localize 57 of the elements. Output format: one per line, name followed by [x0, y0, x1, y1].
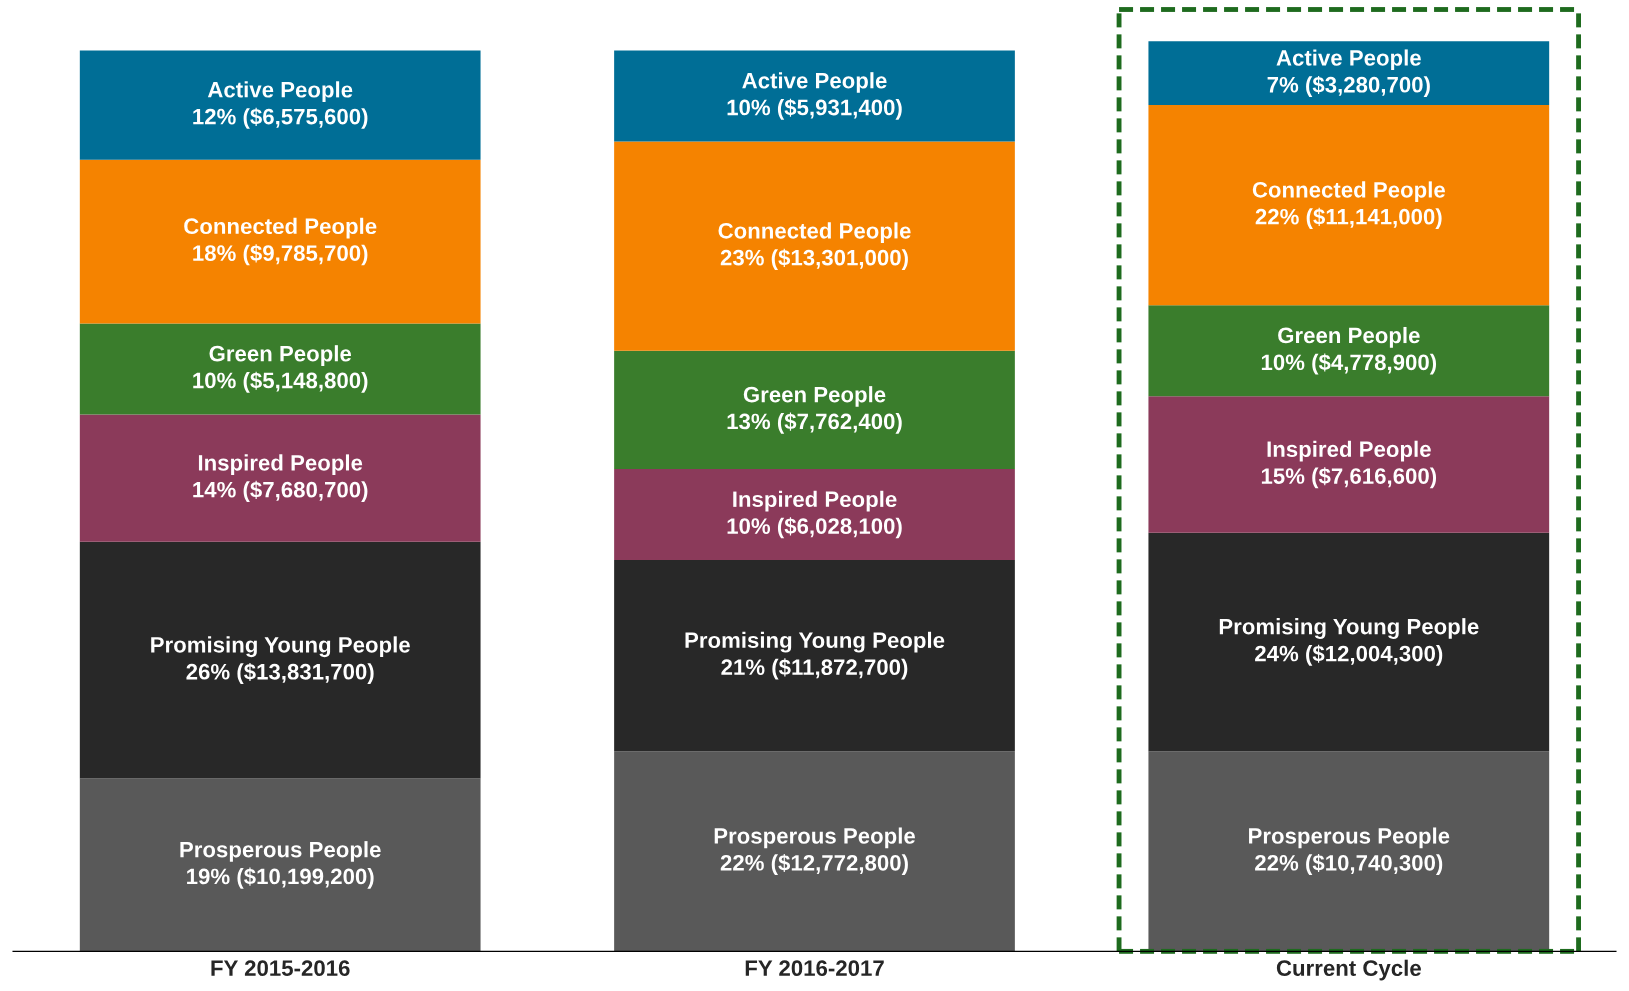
data-label: 10% ($5,148,800) — [193, 371, 368, 393]
bar — [1148, 396, 1550, 533]
series-label: Connected People — [184, 217, 377, 239]
data-label: 13% ($7,762,400) — [727, 412, 902, 434]
data-label: 22% ($12,772,800) — [720, 853, 908, 876]
text: Promising Young People — [685, 631, 945, 653]
bar — [1148, 105, 1550, 306]
series-label: Green People — [1278, 326, 1420, 348]
x-tick-label: FY 2015-2016 — [211, 960, 350, 977]
bar — [614, 751, 1015, 952]
data-label: 24% ($12,004,300) — [1255, 644, 1443, 666]
data-label: 12% ($6,575,600) — [193, 107, 368, 129]
data-label: 18% ($9,785,700) — [193, 244, 368, 266]
series-label: Promising Young People — [151, 636, 410, 658]
data-label: 10% ($4,778,900) — [1261, 353, 1437, 375]
series-label: Prosperous People — [180, 841, 381, 862]
bar — [79, 541, 481, 779]
series-label: Active People — [1276, 49, 1421, 71]
x-tick-label: FY 2016-2017 — [745, 960, 884, 977]
bar — [1148, 532, 1550, 752]
bar — [1148, 751, 1550, 952]
text: Connected People — [1252, 181, 1445, 203]
bar — [614, 469, 1015, 561]
data-label: 10% ($5,931,400) — [727, 98, 902, 120]
data-label: 23% ($13,301,000) — [720, 248, 908, 270]
text: Prosperous People — [714, 827, 916, 849]
bar — [1148, 41, 1550, 106]
data-label: 14% ($7,680,700) — [193, 480, 368, 502]
bar — [79, 414, 481, 542]
bar — [79, 778, 481, 952]
bar — [614, 560, 1015, 752]
bar — [79, 159, 481, 324]
data-label: 10% ($6,028,100) — [727, 517, 902, 539]
bar — [79, 323, 481, 415]
bar — [614, 350, 1015, 470]
text: Active People — [207, 81, 353, 102]
data-label: 15% ($7,616,600) — [1261, 467, 1437, 489]
bar — [1148, 305, 1550, 397]
text: Promising Young People — [1219, 618, 1479, 639]
data-label: 22% ($10,740,300) — [1255, 853, 1443, 876]
series-label: Inspired People — [733, 490, 897, 512]
data-label: 26% ($13,831,700) — [186, 662, 374, 684]
text: Green People — [743, 386, 886, 407]
text: Inspired People — [198, 454, 363, 476]
text: Connected People — [718, 222, 911, 244]
data-label: 7% ($3,280,700) — [1267, 75, 1430, 97]
x-tick-label: Current Cycle — [1276, 959, 1421, 981]
data-label: 21% ($11,872,700) — [721, 658, 908, 680]
bar — [79, 50, 481, 160]
data-label: 19% ($10,199,200) — [187, 867, 374, 889]
bar — [614, 141, 1015, 351]
text: Active People — [742, 72, 887, 93]
data-label: 22% ($11,141,000) — [1255, 207, 1442, 229]
text: Inspired People — [1267, 440, 1431, 462]
text: Green People — [209, 345, 352, 366]
bar — [614, 50, 1015, 142]
text: Prosperous People — [1249, 827, 1450, 849]
